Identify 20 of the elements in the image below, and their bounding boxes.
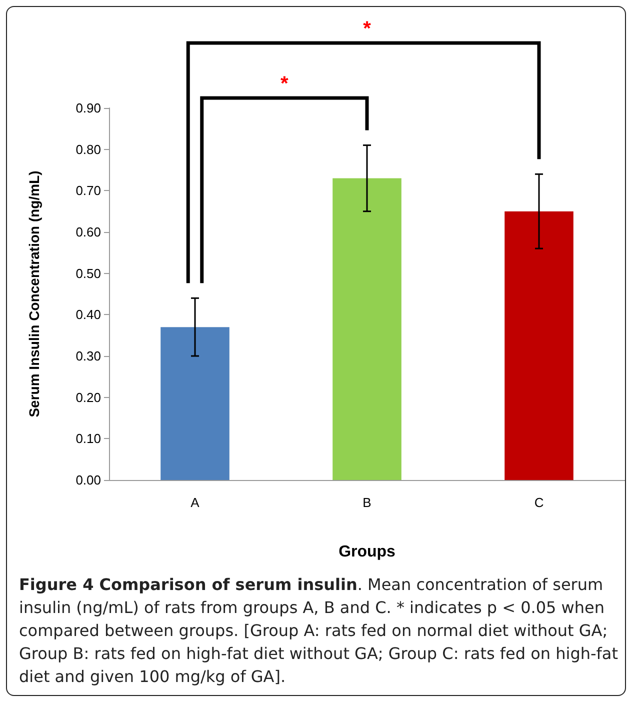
y-tick-label: 0.10 [76, 431, 101, 446]
x-tick-label: B [362, 495, 372, 510]
y-tick-label: 0.80 [76, 142, 101, 157]
y-tick-label: 0.20 [76, 390, 101, 405]
bar [160, 327, 230, 480]
text: * [363, 18, 372, 40]
x-tick-label: C [534, 495, 544, 510]
y-tick-label: 0.60 [76, 224, 101, 240]
caption: Figure 4 Comparison of serum insulin [19, 575, 358, 594]
y-tick-label: 0.40 [76, 307, 101, 322]
bar [504, 211, 574, 480]
y-axis-title: Serum Insulin Concentration (ng/mL) [26, 170, 42, 418]
y-tick-label: 0.70 [76, 183, 101, 198]
y-tick-label: 0.90 [76, 100, 101, 116]
x-tick-label: A [190, 495, 200, 510]
y-tick-label: 0.30 [76, 348, 101, 364]
y-tick-label: 0.50 [76, 266, 101, 281]
x-axis-title: Groups [338, 544, 396, 560]
y-tick-label: 0.00 [76, 472, 101, 488]
text: * [280, 73, 289, 95]
